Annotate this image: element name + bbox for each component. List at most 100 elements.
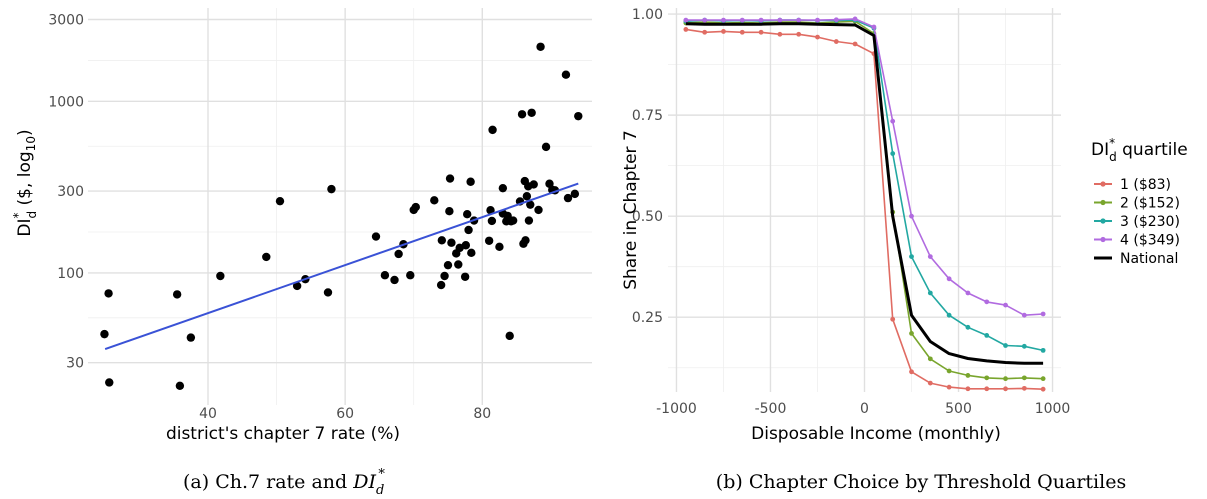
scatter-point (561, 70, 571, 79)
scatter-point (275, 196, 285, 206)
scatter-point (526, 200, 535, 209)
scatter-point (464, 225, 473, 235)
x-tick-label: -1000 (656, 401, 697, 417)
series-point (683, 27, 689, 32)
series-point (758, 17, 764, 23)
panel-a-y-tick-labels: 30 100 300 1000 3000 (48, 12, 84, 371)
series-point (890, 118, 896, 124)
y-tick-label: 30 (66, 356, 84, 372)
series-point (984, 386, 990, 392)
series-point (890, 316, 896, 322)
scatter-point (529, 180, 538, 189)
scatter-point (406, 271, 415, 280)
series-point (946, 276, 952, 282)
series-point (984, 375, 990, 381)
scatter-point (505, 331, 514, 341)
series-point (683, 17, 689, 23)
series-point (965, 373, 971, 378)
series-point (852, 41, 858, 47)
x-tick-label: 80 (473, 406, 491, 422)
series-point (796, 17, 802, 23)
scatter-point (447, 238, 456, 247)
series-point (1021, 312, 1027, 318)
series-point (1003, 343, 1008, 348)
scatter-point (327, 184, 336, 194)
scatter-point (487, 216, 497, 226)
series-point (758, 29, 764, 35)
series-point (721, 29, 726, 34)
series-national (685, 22, 1044, 365)
series-point (1040, 347, 1046, 353)
panel-a-caption: (a) Ch.7 rate and DId* (183, 467, 385, 498)
series-line (685, 20, 1044, 380)
x-tick-label: 40 (199, 406, 217, 422)
scatter-point (524, 216, 534, 225)
scatter-point (323, 288, 333, 297)
series-point (702, 17, 708, 23)
legend-key-point (1100, 199, 1106, 206)
legend-item: 1 ($83) (1094, 177, 1171, 193)
series-point (984, 299, 990, 305)
series-point (927, 290, 933, 296)
series-point (946, 384, 952, 390)
series-point (946, 312, 952, 318)
scatter-point (394, 249, 403, 259)
x-tick-label: 0 (860, 401, 869, 417)
scatter-point (521, 236, 530, 245)
y-tick-label: 1000 (48, 94, 84, 110)
scatter-point (534, 205, 543, 215)
series-point (909, 254, 914, 259)
series-point (965, 290, 971, 296)
series-point (909, 369, 914, 375)
scatter-point (430, 196, 439, 205)
panel-a-fit-line (104, 182, 579, 351)
scatter-point (541, 142, 551, 152)
scatter-point (574, 111, 583, 121)
series-4-349 (683, 16, 1046, 318)
scatter-point (445, 174, 455, 183)
scatter-point (105, 378, 114, 387)
scatter-point (527, 108, 536, 117)
series-point (796, 31, 802, 37)
series-point (946, 368, 952, 374)
scatter-point (486, 206, 495, 215)
series-point (777, 17, 783, 23)
series-point (1003, 376, 1008, 382)
panel-b-y-axis-title: Share in Chapter 7 (621, 130, 641, 290)
series-line (685, 28, 1044, 390)
panel-b-x-axis-title: Disposable Income (monthly) (751, 424, 1001, 444)
scatter-point (460, 272, 470, 281)
series-point (833, 39, 839, 44)
legend-key-point (1100, 181, 1106, 187)
scatter-point (508, 216, 518, 225)
panel-b-caption: (b) Chapter Choice by Threshold Quartile… (716, 471, 1126, 493)
x-tick-label: 500 (945, 401, 972, 417)
legend-title: DI* d quartile (1091, 136, 1188, 164)
panel-b-legend: DI* d quartile 1 ($83) 2 ($152) 3 ($230) 4 (… (1091, 136, 1188, 267)
x-tick-label: 1000 (1035, 401, 1071, 417)
panel-b-series (683, 16, 1046, 392)
y-tick-label: 0.50 (632, 209, 663, 225)
legend-label: 4 ($349) (1120, 233, 1180, 249)
x-tick-label: 60 (336, 406, 354, 422)
scatter-point (445, 207, 454, 216)
series-point (1040, 311, 1046, 317)
y-tick-label: 3000 (48, 12, 84, 28)
scatter-point (522, 192, 532, 201)
series-point (833, 17, 839, 23)
series-1-83 (683, 27, 1046, 392)
scatter-point (175, 381, 185, 390)
series-point (965, 386, 971, 392)
panel-a-x-tick-labels: 40 60 80 (199, 406, 491, 422)
series-point (815, 34, 820, 40)
scatter-point (172, 290, 182, 299)
x-tick-label: -500 (755, 401, 787, 417)
series-point (815, 17, 820, 23)
series-point (927, 254, 933, 259)
series-line (685, 22, 1044, 365)
scatter-point (443, 260, 453, 270)
series-point (890, 151, 896, 156)
scatter-point (536, 42, 545, 51)
series-point (739, 17, 745, 23)
